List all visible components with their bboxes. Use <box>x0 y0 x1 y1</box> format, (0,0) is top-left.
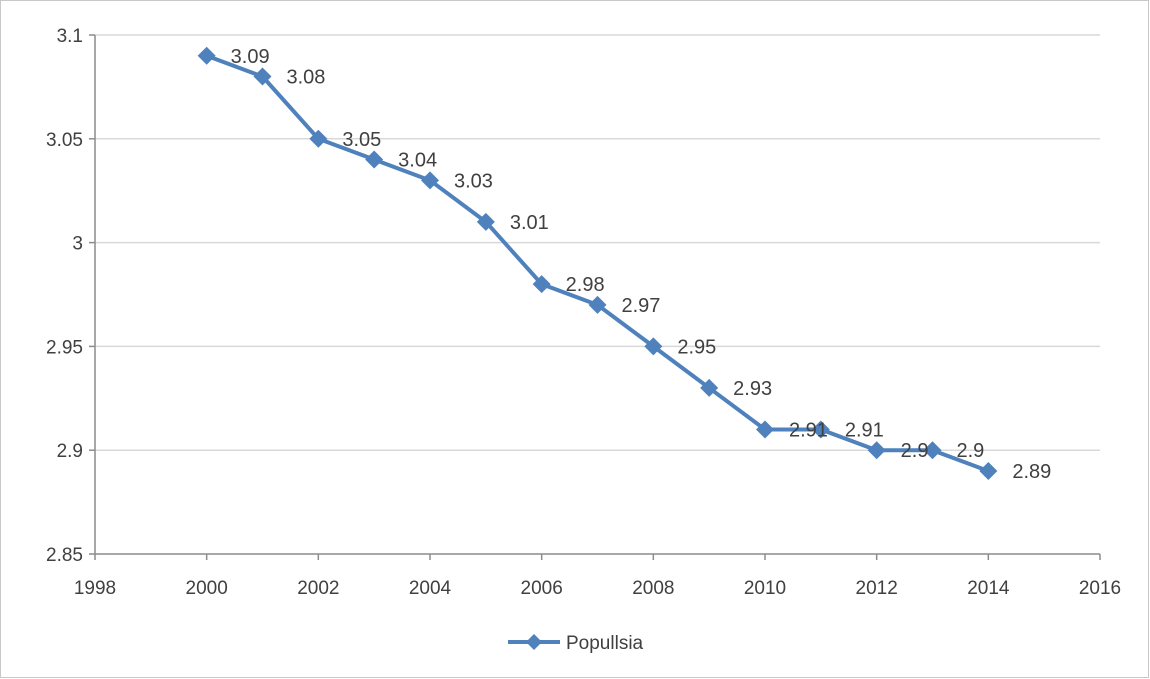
x-tick-label: 2014 <box>967 578 1010 599</box>
x-tick-label: 2012 <box>856 578 898 599</box>
y-tick-label: 2.95 <box>46 337 83 358</box>
gridlines <box>95 34 1100 451</box>
data-point-marker <box>421 171 439 190</box>
data-label: 2.91 <box>789 419 828 441</box>
y-tick-label: 3.1 <box>57 26 83 47</box>
y-tick-label: 3 <box>72 234 83 255</box>
x-tick-label: 2004 <box>409 578 452 599</box>
x-tick-label: 2008 <box>632 578 674 599</box>
data-point-marker <box>476 212 495 231</box>
data-point-marker <box>253 67 272 86</box>
data-point-marker <box>700 378 719 397</box>
axes <box>89 34 1101 560</box>
data-point-marker <box>365 150 384 169</box>
data-point-marker <box>979 461 998 480</box>
data-label: 2.89 <box>1012 461 1051 483</box>
legend-label: Popullsia <box>566 633 644 654</box>
legend: Popullsia <box>508 633 644 654</box>
data-point-marker <box>867 441 886 460</box>
data-label: 2.91 <box>845 419 884 441</box>
data-label: 3.04 <box>398 150 437 172</box>
x-tick-label: 2002 <box>297 578 339 599</box>
y-tick-label: 2.85 <box>46 545 83 566</box>
data-label: 2.95 <box>677 336 716 358</box>
x-tick-label: 2006 <box>521 578 563 599</box>
x-tick-label: 2010 <box>744 578 786 599</box>
x-axis-ticks: 1998 2000 2002 2004 2006 2008 2010 2012 2014 2016 <box>74 578 1121 599</box>
data-label: 3.03 <box>454 170 493 192</box>
data-label: 2.98 <box>566 274 605 296</box>
y-tick-label: 2.9 <box>57 441 83 462</box>
data-label: 3.09 <box>231 46 270 68</box>
data-label: 3.01 <box>510 212 549 234</box>
data-point-marker <box>309 129 328 148</box>
series-popullsia <box>197 46 998 480</box>
data-point-marker <box>644 337 663 356</box>
data-labels: 3.09 3.08 3.05 3.04 3.03 3.01 2.98 2.97 2.95 2.93… <box>231 46 1052 483</box>
x-tick-label: 2016 <box>1079 578 1121 599</box>
data-point-marker <box>923 441 942 460</box>
data-point-marker <box>811 420 830 439</box>
series-line <box>205 53 990 473</box>
x-tick-label: 2000 <box>186 578 228 599</box>
data-label: 2.9 <box>957 440 985 462</box>
data-label: 3.08 <box>287 67 326 89</box>
data-label: 2.93 <box>733 378 772 400</box>
y-axis-ticks: 2.85 2.9 2.95 3 3.05 3.1 <box>46 26 83 566</box>
data-point-marker <box>197 46 216 65</box>
data-point-marker <box>532 275 551 294</box>
data-label: 2.9 <box>901 440 929 462</box>
data-point-marker <box>756 420 774 439</box>
legend-marker <box>526 634 542 650</box>
x-tick-label: 1998 <box>74 578 116 599</box>
y-tick-label: 3.05 <box>46 130 83 151</box>
data-label: 2.97 <box>622 295 661 317</box>
data-point-marker <box>588 295 607 314</box>
data-label: 3.05 <box>342 129 381 151</box>
